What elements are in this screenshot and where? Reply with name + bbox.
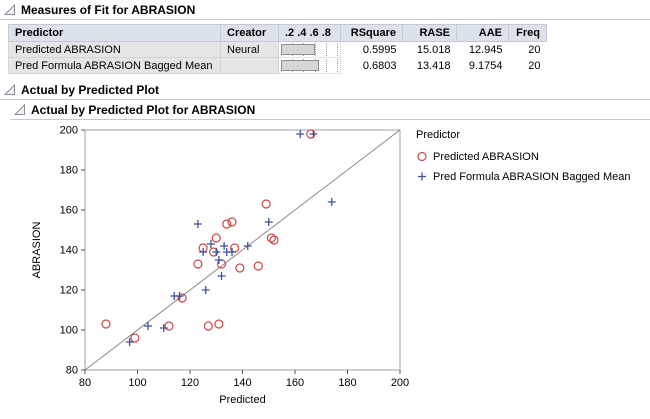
x-axis-label: Predicted [219,394,265,406]
rsquare-bar-chart [281,43,338,56]
col-header-creator: Creator [220,24,279,42]
actual-by-predicted-plot-header[interactable]: Actual by Predicted Plot for ABRASION [10,100,650,120]
actual-by-predicted-subsection: Actual by Predicted Plot for ABRASION 80… [10,100,650,418]
actual-by-predicted-section-header[interactable]: Actual by Predicted Plot [0,80,650,100]
col-header-rsquare-scale: .2 .4 .6 .8 [278,24,341,42]
scatter-point[interactable] [264,218,273,226]
y-tick-label: 80 [66,365,78,377]
scatter-point[interactable] [193,259,203,269]
legend-entry-label[interactable]: Predicted ABRASION [433,151,539,163]
scatter-point[interactable] [227,217,237,227]
y-tick-label: 120 [60,285,78,297]
actual-by-predicted-section-title: Actual by Predicted Plot [21,83,160,97]
col-header-aae: AAE [456,24,509,42]
rase-value: 13.418 [402,57,457,74]
rsquare-bar [281,60,320,71]
scatter-point[interactable] [261,199,271,209]
x-tick-label: 80 [79,377,91,389]
aae-value: 12.945 [456,41,509,58]
scatter-point[interactable] [164,321,174,331]
legend-marker[interactable] [418,172,426,181]
y-tick-label: 200 [60,125,78,137]
col-header-freq: Freq [508,24,547,42]
disclosure-triangle-icon[interactable] [4,4,16,16]
x-tick-label: 140 [233,377,251,389]
col-header-rsquare: RSquare [340,24,403,42]
predictor-cell: Predicted ABRASION [8,41,221,58]
scatter-point[interactable] [130,333,140,343]
scatter-point[interactable] [144,322,152,330]
scatter-point[interactable] [217,272,226,280]
scatter-point[interactable] [125,338,134,346]
scatter-point[interactable] [207,240,215,248]
legend-marker[interactable] [417,151,427,162]
scatter-point[interactable] [177,293,187,303]
x-tick-label: 120 [181,377,199,389]
creator-cell: Neural [220,41,279,58]
measures-of-fit-table: Predictor Creator .2 .4 .6 .8 RSquare RA… [8,24,547,74]
scatter-point[interactable] [296,130,305,138]
scatter-point[interactable] [211,233,221,243]
aae-value: 9.1754 [456,57,509,74]
col-header-rase: RASE [402,24,457,42]
scatter-point[interactable] [327,198,336,206]
actual-by-predicted-plot-title: Actual by Predicted Plot for ABRASION [31,103,256,117]
creator-cell [220,57,279,74]
rsquare-bar-cell [278,57,341,74]
rsquare-bar-chart [281,59,338,72]
y-tick-label: 180 [60,165,78,177]
rsquare-value: 0.5995 [340,41,403,58]
legend-entry-label[interactable]: Pred Formula ABRASION Bagged Mean [433,171,630,183]
table-row[interactable]: Predicted ABRASION Neural 0.5995 15.018 … [8,41,547,58]
scatter-point[interactable] [269,235,279,245]
disclosure-triangle-icon[interactable] [14,104,26,116]
freq-value: 20 [508,41,547,58]
scatter-point[interactable] [228,248,236,256]
measures-of-fit-header[interactable]: Measures of Fit for ABRASION [0,0,650,20]
scatter-point[interactable] [193,220,202,228]
x-tick-label: 100 [128,377,146,389]
rsquare-bar [281,44,315,55]
scatter-point[interactable] [214,256,223,264]
scatter-point[interactable] [175,292,184,300]
scatter-point[interactable] [201,286,210,294]
scatter-point[interactable] [214,319,224,329]
x-tick-label: 160 [286,377,304,389]
scatter-point[interactable] [159,324,168,332]
y-tick-label: 160 [60,205,78,217]
scatter-point[interactable] [203,321,213,331]
measures-of-fit-section: Measures of Fit for ABRASION Predictor C… [0,0,650,74]
scatter-point[interactable] [101,319,111,329]
measures-of-fit-title: Measures of Fit for ABRASION [21,3,196,17]
rsquare-bar-cell [278,41,341,58]
disclosure-triangle-icon[interactable] [4,84,16,96]
scatter-point[interactable] [253,261,263,271]
scatter-point[interactable] [199,248,208,256]
rsquare-value: 0.6803 [340,57,403,74]
x-tick-label: 180 [338,377,356,389]
scatter-point[interactable] [220,242,229,250]
y-tick-label: 100 [60,325,78,337]
predictor-cell: Pred Formula ABRASION Bagged Mean [8,57,221,74]
actual-by-predicted-plot[interactable]: 80 100 120 140 160 180 200 80 100 120 140 160 180 200… [10,120,650,413]
x-tick-label: 200 [391,377,409,389]
col-header-predictor: Predictor [8,24,221,42]
scatter-point[interactable] [243,242,252,250]
scatter-point[interactable] [222,219,232,229]
rase-value: 15.018 [402,41,457,58]
legend-title: Predictor [416,129,460,141]
scatter-point[interactable] [235,263,245,273]
freq-value: 20 [508,57,547,74]
scatter-point[interactable] [266,233,276,243]
y-axis-label: ABRASION [31,222,43,279]
y-tick-label: 140 [60,245,78,257]
table-row[interactable]: Pred Formula ABRASION Bagged Mean 0.6803… [8,57,547,74]
table-header-row: Predictor Creator .2 .4 .6 .8 RSquare RA… [8,24,547,42]
identity-line [84,129,401,371]
scatter-point[interactable] [309,130,318,138]
scatter-point[interactable] [212,248,221,256]
